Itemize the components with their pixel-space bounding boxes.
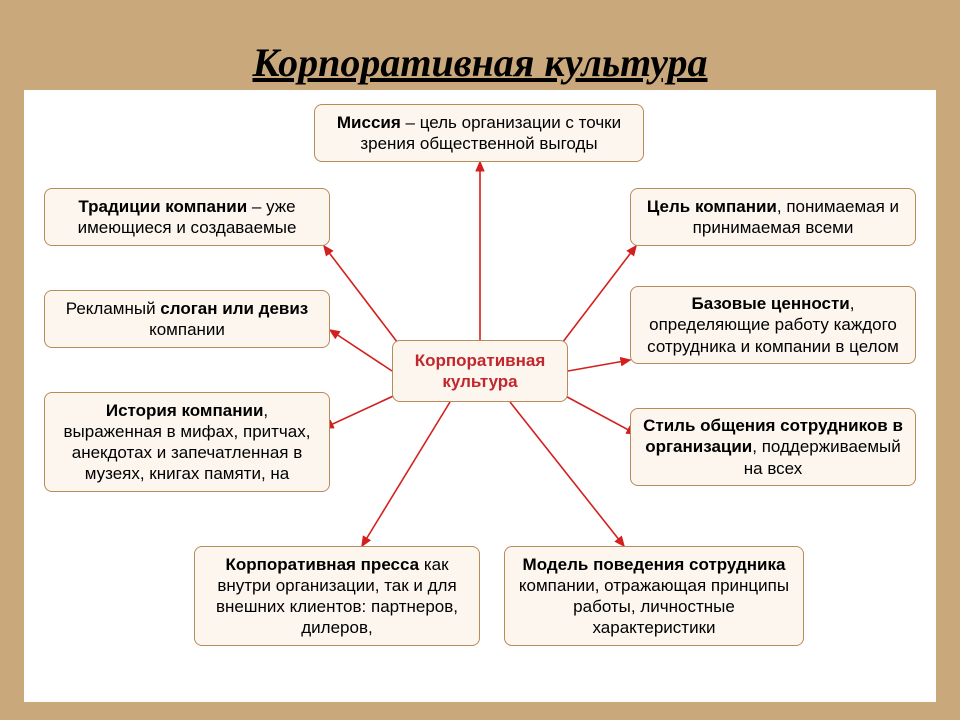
node-style: Стиль общения сотрудников в организации,… (630, 408, 916, 486)
node-plain-text: определяющие работу каждого сотрудника и… (647, 315, 899, 355)
node-goal: Цель компании, понимаемая и принимаемая … (630, 188, 916, 246)
arrow-style (558, 392, 636, 434)
arrow-slogan (330, 330, 392, 371)
arrow-goal (556, 246, 636, 351)
node-plain-text: выраженная в мифах, притчах, анекдотах и… (64, 422, 311, 484)
node-plain-text: компании (149, 320, 225, 339)
node-pretext: Рекламный (66, 299, 161, 318)
arrow-model (510, 402, 624, 546)
center-node: Корпоративная культура (392, 340, 568, 402)
node-plain-text: поддерживаемый на всех (744, 437, 901, 477)
node-bold-text: Базовые ценности (691, 294, 849, 313)
node-mission: Миссия – цель организации с точки зрения… (314, 104, 644, 162)
node-press: Корпоративная пресса как внутри организа… (194, 546, 480, 646)
node-plain-text: компании, отражающая принципы работы, ли… (519, 576, 789, 638)
node-bold-text: Традиции компании (78, 197, 247, 216)
node-slogan: Рекламный слоган или девиз компании (44, 290, 330, 348)
slide: Корпоративная культура Корпоративная кул… (0, 0, 960, 720)
page-title: Корпоративная культура (0, 39, 960, 86)
node-bold-text: Корпоративная культура (415, 351, 546, 391)
arrow-values (568, 360, 630, 371)
node-history: История компании, выраженная в мифах, пр… (44, 392, 330, 492)
node-bold-text: Цель компании (647, 197, 777, 216)
node-bold-text: Модель поведения сотрудника (523, 555, 786, 574)
arrow-press (362, 402, 450, 546)
arrow-traditions (324, 246, 404, 351)
node-bold-text: слоган или девиз (160, 299, 308, 318)
node-bold-text: История компании (106, 401, 264, 420)
node-bold-text: Корпоративная пресса (225, 555, 419, 574)
node-bold-text: Миссия (337, 113, 401, 132)
node-values: Базовые ценности, определяющие работу ка… (630, 286, 916, 364)
node-model: Модель поведения сотрудника компании, от… (504, 546, 804, 646)
node-traditions: Традиции компании – уже имеющиеся и созд… (44, 188, 330, 246)
arrow-history (324, 392, 402, 428)
diagram-panel: Корпоративная культура Миссия – цель орга… (24, 90, 936, 702)
